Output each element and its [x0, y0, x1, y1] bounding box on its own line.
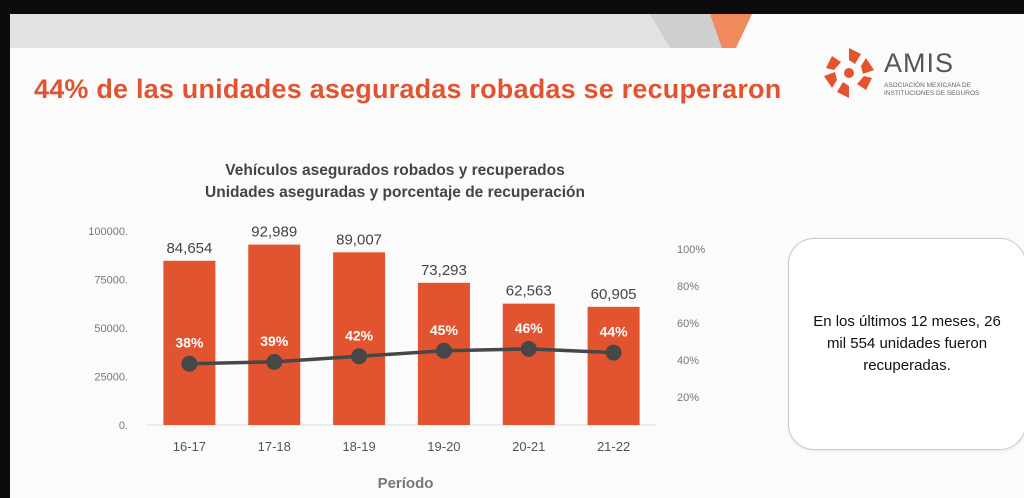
amis-logo: AMIS Asociación Mexicana de Institucione…	[820, 44, 1020, 104]
bar-line-chart: 0. 25000. 50000. 75000. 100000. 20% 40% 60% 80% 1…	[88, 224, 705, 492]
recovery-percent-label: 42%	[345, 327, 374, 343]
chart-title: Vehículos asegurados robados y recuperad…	[225, 162, 565, 179]
summary-note-text: En los últimos 12 meses, 26 mil 554 unid…	[813, 313, 1001, 374]
recovery-line	[189, 347, 614, 366]
x-tick-label: 19-20	[427, 439, 460, 454]
x-axis-title: Período	[378, 475, 434, 492]
recovery-percent-label: 45%	[430, 322, 459, 338]
chart-title-block: Vehículos asegurados robados y recuperad…	[150, 160, 640, 204]
bar-value-label: 73,293	[421, 262, 467, 279]
y2-tick-label: 40%	[677, 355, 699, 367]
y-tick-label: 25000.	[94, 372, 128, 384]
recovery-point	[181, 355, 198, 372]
bar-value-label: 84,654	[166, 240, 212, 257]
logo-name: AMIS	[884, 48, 955, 78]
recovery-percent-label: 46%	[515, 320, 544, 336]
logo-subtitle: Asociación Mexicana de Instituciones de …	[884, 82, 980, 97]
summary-note-card: En los últimos 12 meses, 26 mil 554 unid…	[788, 238, 1024, 450]
x-tick-label: 16-17	[173, 439, 206, 454]
top-banner	[10, 14, 752, 48]
y-tick-label: 75000.	[94, 275, 128, 287]
recovery-point	[605, 344, 622, 361]
recovery-percent-label: 44%	[600, 324, 629, 340]
recovery-point	[266, 353, 283, 370]
y-tick-label: 50000.	[94, 323, 128, 335]
recovery-point	[435, 342, 452, 359]
x-tick-label: 21-22	[597, 439, 630, 454]
y-tick-label: 0.	[119, 420, 128, 432]
x-tick-label: 20-21	[512, 439, 545, 454]
amis-logo-icon	[824, 48, 874, 98]
chart-subtitle: Unidades aseguradas y porcentaje de recu…	[205, 184, 585, 201]
y2-tick-label: 20%	[677, 392, 699, 404]
slide: 44% de las unidades aseguradas robadas s…	[10, 14, 1024, 498]
bar-value-label: 92,989	[251, 224, 297, 241]
x-tick-label: 17-18	[258, 439, 291, 454]
recovery-percent-label: 39%	[260, 333, 289, 349]
bar-value-label: 89,007	[336, 231, 382, 248]
bar	[587, 306, 640, 425]
bar	[333, 252, 386, 425]
bar	[502, 303, 555, 425]
recovery-point	[520, 340, 537, 357]
bar	[248, 244, 301, 425]
recovery-percent-label: 38%	[175, 335, 204, 351]
bar-value-label: 60,905	[591, 286, 637, 303]
y2-tick-label: 60%	[677, 318, 699, 330]
y2-tick-label: 100%	[677, 244, 705, 256]
x-tick-label: 18-19	[342, 439, 375, 454]
y-tick-label: 100000.	[88, 226, 128, 238]
bar	[163, 260, 216, 425]
y2-tick-label: 80%	[677, 281, 699, 293]
bar-value-label: 62,563	[506, 283, 552, 300]
page-title: 44% de las unidades aseguradas robadas s…	[34, 74, 782, 104]
recovery-point	[351, 348, 368, 365]
